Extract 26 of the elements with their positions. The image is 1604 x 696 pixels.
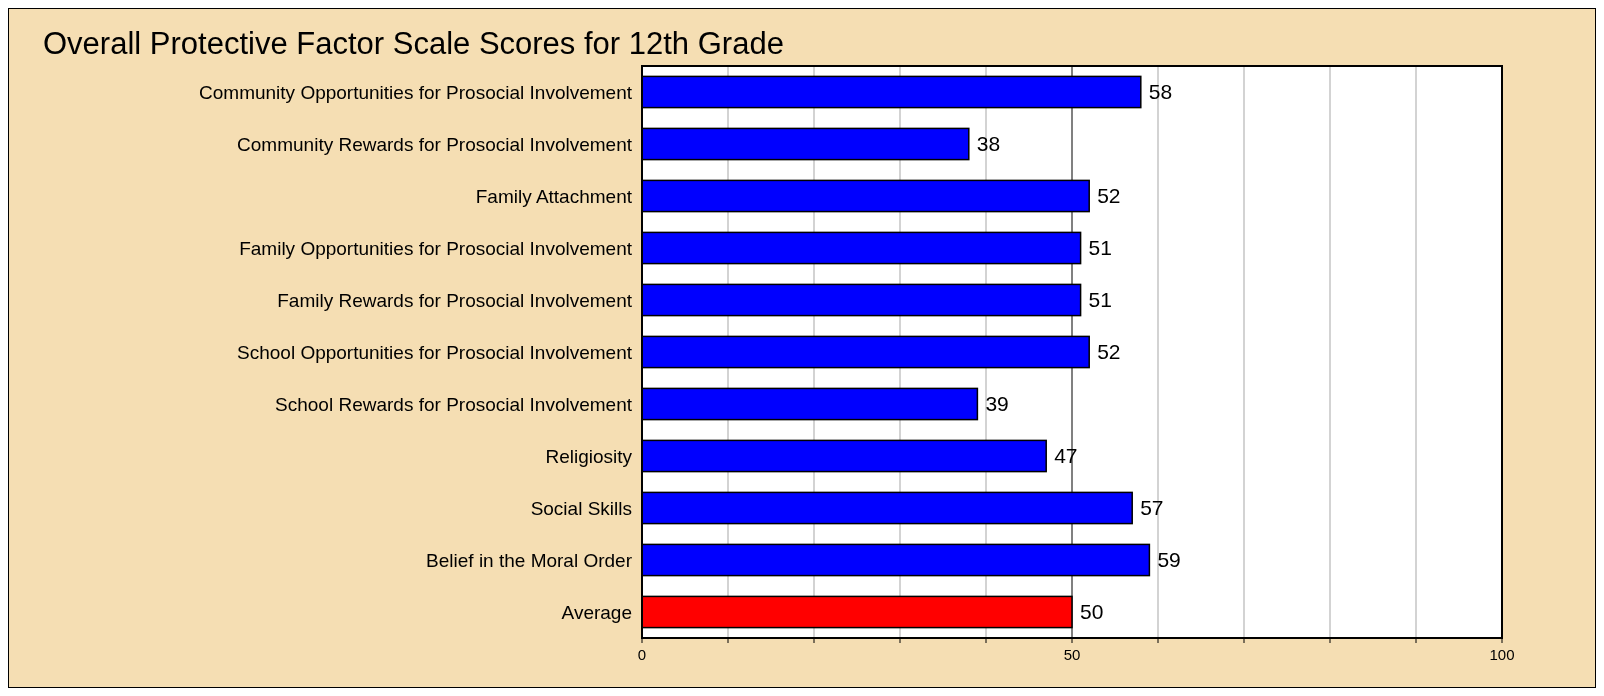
data-label: 51 bbox=[1088, 236, 1112, 260]
y-tick-label: Average bbox=[561, 601, 632, 623]
y-tick-label: Family Opportunities for Prosocial Involvement bbox=[239, 237, 633, 259]
data-label: 38 bbox=[976, 132, 1001, 156]
y-tick-label: Family Attachment bbox=[475, 185, 633, 207]
data-label: 57 bbox=[1140, 496, 1164, 520]
y-tick-label: Community Opportunities for Prosocial Involvement bbox=[199, 81, 633, 103]
data-label: 58 bbox=[1148, 80, 1173, 104]
data-label: 52 bbox=[1097, 184, 1121, 208]
y-tick-label: Social Skills bbox=[530, 497, 632, 519]
data-label: 39 bbox=[985, 392, 1009, 416]
chart-title: Overall Protective Factor Scale Scores for 12th Grade bbox=[43, 26, 784, 61]
data-label: 50 bbox=[1080, 600, 1104, 624]
y-tick-label: Community Rewards for Prosocial Involvement bbox=[237, 133, 633, 155]
x-tick-label: 100 bbox=[1489, 646, 1515, 663]
y-tick-label: Belief in the Moral Order bbox=[426, 549, 633, 571]
y-tick-label: Family Rewards for Prosocial Involvement bbox=[277, 289, 633, 311]
x-tick-label: 0 bbox=[637, 646, 647, 663]
y-tick-label: School Rewards for Prosocial Involvement bbox=[275, 393, 633, 415]
y-tick-label: School Opportunities for Prosocial Involvement bbox=[237, 341, 633, 363]
data-label: 52 bbox=[1097, 340, 1121, 364]
data-label: 47 bbox=[1054, 444, 1078, 468]
y-tick-label: Religiosity bbox=[545, 445, 633, 467]
x-tick-label: 50 bbox=[1063, 646, 1081, 663]
data-label: 51 bbox=[1088, 288, 1112, 312]
data-label: 59 bbox=[1157, 548, 1181, 572]
